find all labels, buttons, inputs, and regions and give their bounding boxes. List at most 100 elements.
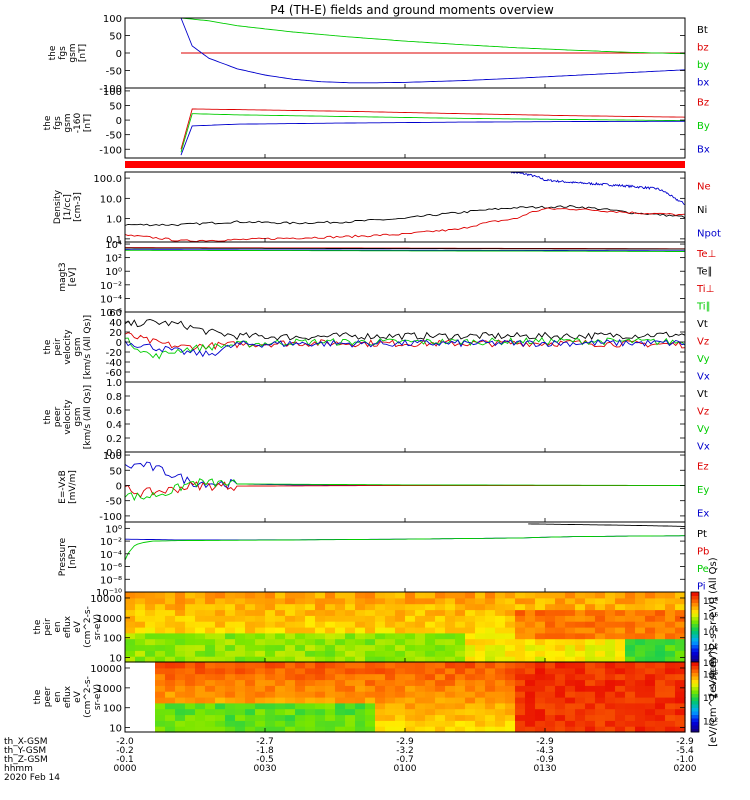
- spectrogram-cell: [205, 673, 216, 681]
- spectrogram-cell: [475, 603, 486, 611]
- spectrogram-cell: [305, 615, 316, 622]
- x-tick-label: -4.3: [536, 746, 554, 756]
- spectrogram-cell: [135, 644, 146, 651]
- spectrogram-cell: [275, 726, 286, 733]
- spectrogram-cell: [655, 632, 666, 640]
- spectrogram-cell: [435, 615, 446, 622]
- x-tick-label: 0030: [254, 764, 277, 774]
- y-tick-label: 10⁻⁴: [100, 550, 122, 561]
- spectrogram-cell: [275, 702, 286, 710]
- legend-entry: by: [697, 60, 709, 71]
- spectrogram-cell: [465, 662, 476, 669]
- series-Ez: [124, 481, 685, 498]
- spectrogram-cell: [645, 720, 656, 727]
- spectrogram-cell: [215, 603, 226, 611]
- spectrogram-cell: [525, 656, 536, 663]
- spectrogram-cell: [675, 691, 686, 698]
- spectrogram-cell: [435, 702, 446, 710]
- spectrogram-cell: [585, 609, 596, 616]
- spectrogram-cell: [205, 662, 216, 669]
- spectrogram-cell: [255, 667, 266, 675]
- figure-title: P4 (TH-E) fields and ground moments over…: [270, 3, 554, 17]
- spectrogram-cell: [165, 592, 176, 599]
- spectrogram-cell: [355, 697, 366, 704]
- spectrogram-cell: [535, 627, 546, 634]
- spectrogram-cell: [595, 685, 606, 692]
- series-Vz: [124, 332, 686, 351]
- spectrogram-cell: [625, 632, 636, 640]
- spectrogram-cell: [445, 667, 456, 675]
- spectrogram-cell: [485, 702, 496, 710]
- spectrogram-cell: [125, 627, 136, 634]
- spectrogram-cell: [195, 592, 206, 599]
- spectrogram-cell: [605, 691, 616, 698]
- spectrogram-cell: [435, 656, 446, 663]
- spectrogram-cell: [135, 638, 146, 646]
- legend: Te⊥Te∥Ti⊥Ti∥: [696, 249, 716, 313]
- spectrogram-cell: [415, 720, 426, 727]
- spectrogram-cell: [335, 656, 346, 663]
- series-bx: [180, 17, 686, 84]
- spectrogram-cell: [375, 615, 386, 622]
- spectrogram-cell: [585, 708, 596, 716]
- spectrogram-cell: [535, 592, 546, 599]
- colorbar-tick-label: 10⁰: [703, 659, 718, 669]
- spectrogram-cell: [195, 632, 206, 640]
- spectrogram-cell: [315, 638, 326, 646]
- spectrogram-cell: [345, 708, 356, 716]
- spectrogram-cell: [555, 592, 566, 599]
- spectrogram-cell: [515, 667, 526, 675]
- spectrogram-cell: [435, 609, 446, 616]
- spectrogram-cell: [225, 685, 236, 692]
- spectrogram-cell: [315, 615, 326, 622]
- series-Vx: [124, 338, 686, 358]
- spectrogram-cell: [315, 726, 326, 733]
- colorbar-segment: [691, 686, 699, 691]
- spectrogram-cell: [555, 662, 566, 669]
- spectrogram-cell: [125, 632, 136, 640]
- series-by: [180, 17, 686, 55]
- spectrogram-cell: [465, 708, 476, 716]
- spectrogram-cell: [465, 615, 476, 622]
- series-group: [180, 17, 686, 84]
- spectrogram-cell: [455, 714, 466, 721]
- spectrogram-cell: [435, 726, 446, 733]
- spectrogram-cell: [575, 621, 586, 628]
- y-axis-label: the peer velocity gsm [km/s (All Qs)]: [43, 385, 93, 449]
- spectrogram-cell: [615, 621, 626, 628]
- spectrogram-cell: [565, 667, 576, 675]
- spectrogram-cell: [155, 603, 166, 611]
- spectrogram-cell: [515, 662, 526, 669]
- legend-entry: Vt: [697, 319, 708, 330]
- spectrogram-cell: [265, 609, 276, 616]
- spectrogram-cell: [145, 627, 156, 634]
- spectrogram-cell: [535, 638, 546, 646]
- spectrogram-cell: [355, 714, 366, 721]
- spectrogram-cell: [245, 667, 256, 675]
- y-tick-label: 10⁻¹⁰: [96, 588, 122, 599]
- spectrogram-cell: [645, 697, 656, 704]
- spectrogram-cell: [235, 632, 246, 640]
- x-tick-label: -0.1: [116, 755, 134, 765]
- spectrogram-cell: [615, 597, 626, 605]
- spectrogram-cell: [595, 638, 606, 646]
- spectrogram-cell: [555, 627, 566, 634]
- spectrogram-cell: [515, 650, 526, 657]
- spectrogram-cell: [445, 673, 456, 681]
- spectrogram-cell: [165, 603, 176, 611]
- spectrogram-cell: [225, 662, 236, 669]
- spectrogram-cell: [205, 714, 216, 721]
- spectrogram-cell: [205, 708, 216, 716]
- y-axis-label-line: Pressure: [58, 537, 68, 576]
- spectrogram-cell: [225, 592, 236, 599]
- spectrogram-cell: [575, 720, 586, 727]
- spectrogram-cell: [665, 603, 676, 611]
- spectrogram-cell: [585, 621, 596, 628]
- spectrogram-cell: [565, 632, 576, 640]
- spectrogram-cell: [675, 656, 686, 663]
- spectrogram-cell: [655, 656, 666, 663]
- spectrogram-cell: [505, 667, 516, 675]
